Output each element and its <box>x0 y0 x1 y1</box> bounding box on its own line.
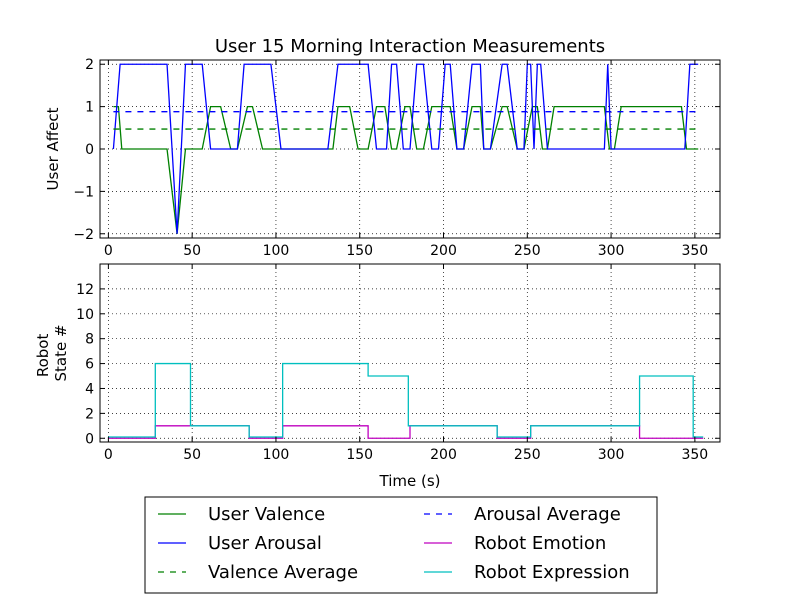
y-tick-label: 12 <box>76 282 94 298</box>
x-tick-label: 350 <box>681 243 708 259</box>
legend: User Valence User Arousal Valence Average A… <box>144 496 658 594</box>
bottom-ylabel-line-2: State # <box>52 324 70 381</box>
chart-title: User 15 Morning Interaction Measurements <box>215 36 605 57</box>
x-tick-label: 200 <box>430 243 457 259</box>
legend-frame <box>144 496 658 594</box>
legend-label: Valence Average <box>208 562 358 583</box>
bottom-panel: 0 50 100 150 200 250 300 350 0 2 4 6 8 10 12 Robot Sta… <box>34 263 721 490</box>
series-user-valence <box>113 105 699 234</box>
x-tick-label: 300 <box>598 243 625 259</box>
y-tick-label: 4 <box>85 381 94 397</box>
y-tick-label: 2 <box>85 57 94 73</box>
bottom-plot-area <box>100 264 720 442</box>
top-ylabel: User Affect <box>44 107 62 190</box>
y-tick-label: 8 <box>85 332 94 348</box>
legend-label: Arousal Average <box>474 504 621 525</box>
legend-label: Robot Expression <box>474 562 630 583</box>
x-tick-label: 100 <box>263 447 290 463</box>
bottom-ylabel: Robot State # <box>34 324 70 381</box>
series-user-arousal <box>112 63 699 234</box>
y-tick-label: 2 <box>85 406 94 422</box>
x-tick-label: 0 <box>104 447 113 463</box>
legend-label: User Arousal <box>208 533 322 554</box>
x-tick-label: 200 <box>430 447 457 463</box>
x-tick-label: 50 <box>183 243 201 259</box>
x-tick-label: 50 <box>183 447 201 463</box>
x-tick-label: 150 <box>346 447 373 463</box>
y-tick-label: 0 <box>85 431 94 447</box>
x-tick-label: 0 <box>104 243 113 259</box>
x-tick-label: 250 <box>514 447 541 463</box>
x-tick-label: 100 <box>263 243 290 259</box>
series-robot-expression <box>108 362 704 438</box>
bottom-ylabel-line-1: Robot <box>34 334 52 378</box>
legend-label: Robot Emotion <box>474 533 606 554</box>
x-tick-label: 300 <box>598 447 625 463</box>
x-tick-label: 150 <box>346 243 373 259</box>
y-tick-label: 0 <box>85 142 94 158</box>
legend-label: User Valence <box>208 504 325 525</box>
y-tick-label: 1 <box>85 100 94 116</box>
bottom-plot-frame <box>99 263 721 443</box>
y-tick-label: −1 <box>73 184 94 200</box>
y-tick-label: 10 <box>76 307 94 323</box>
y-tick-label: 6 <box>85 357 94 373</box>
top-panel: 0 50 100 150 200 250 300 350 −2 −1 0 1 2 User Affect <box>44 57 721 259</box>
y-tick-label: −2 <box>73 227 94 243</box>
x-tick-label: 250 <box>514 243 541 259</box>
x-axis-label: Time (s) <box>379 472 441 490</box>
x-tick-label: 350 <box>681 447 708 463</box>
